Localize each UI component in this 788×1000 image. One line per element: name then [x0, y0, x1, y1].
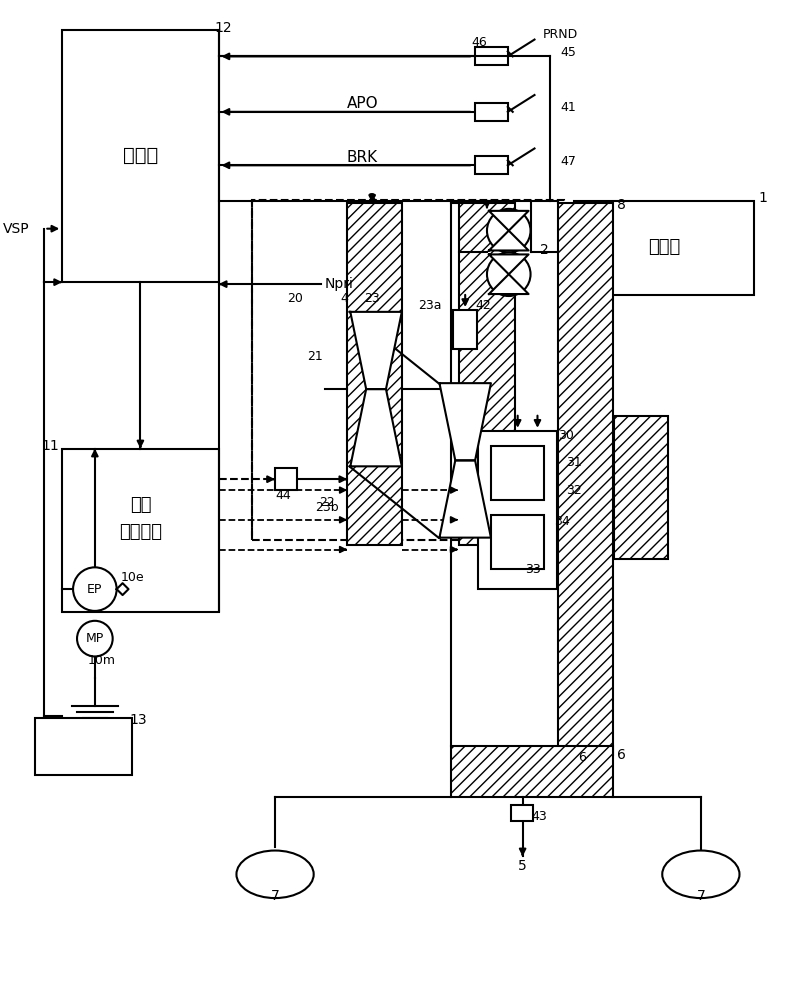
- Polygon shape: [351, 312, 402, 389]
- Text: 2: 2: [540, 243, 548, 257]
- Text: 46: 46: [471, 36, 487, 49]
- Bar: [478, 431, 557, 589]
- Text: VSP: VSP: [3, 222, 29, 236]
- Text: 31: 31: [567, 456, 582, 469]
- Text: 43: 43: [532, 810, 548, 823]
- Text: 6: 6: [617, 748, 626, 762]
- Circle shape: [73, 567, 117, 611]
- Bar: [558, 203, 613, 755]
- Text: 30: 30: [558, 429, 574, 442]
- Text: 20: 20: [287, 292, 303, 305]
- Text: 控制器: 控制器: [123, 146, 158, 165]
- Polygon shape: [489, 274, 529, 294]
- Text: 1: 1: [759, 191, 768, 205]
- Bar: [491, 446, 545, 500]
- Polygon shape: [489, 254, 529, 274]
- Bar: [452, 746, 613, 797]
- Text: 3: 3: [368, 192, 377, 206]
- Text: 21: 21: [307, 350, 322, 363]
- Bar: [475, 103, 507, 121]
- Bar: [453, 310, 477, 349]
- Text: 23a: 23a: [418, 299, 441, 312]
- Text: 33: 33: [525, 563, 541, 576]
- Text: 4: 4: [340, 292, 348, 305]
- Polygon shape: [440, 460, 491, 538]
- Text: 32: 32: [567, 484, 582, 497]
- Bar: [252, 200, 564, 540]
- Text: 7: 7: [697, 889, 705, 903]
- Polygon shape: [440, 383, 491, 460]
- Text: 44: 44: [275, 489, 291, 502]
- Text: 41: 41: [560, 101, 576, 114]
- Text: EP: EP: [87, 583, 102, 596]
- Bar: [574, 201, 754, 295]
- Polygon shape: [489, 231, 529, 250]
- Circle shape: [487, 209, 530, 252]
- Polygon shape: [351, 389, 402, 466]
- Text: 23b: 23b: [314, 501, 338, 514]
- Circle shape: [77, 621, 113, 656]
- Text: 34: 34: [554, 515, 570, 528]
- Text: 控制回路: 控制回路: [119, 523, 162, 541]
- Text: 发动机: 发动机: [648, 238, 680, 256]
- Text: 47: 47: [560, 155, 576, 168]
- Text: 油压: 油压: [130, 496, 151, 514]
- Bar: [62, 30, 218, 282]
- Text: MP: MP: [86, 632, 104, 645]
- Bar: [348, 203, 402, 545]
- Text: Npri: Npri: [325, 277, 354, 291]
- Circle shape: [487, 252, 530, 296]
- Bar: [614, 416, 668, 559]
- Text: 23: 23: [364, 292, 380, 305]
- Text: 10m: 10m: [87, 654, 116, 667]
- Bar: [475, 156, 507, 174]
- Ellipse shape: [662, 851, 739, 898]
- Text: 42: 42: [475, 299, 491, 312]
- Text: 13: 13: [129, 713, 147, 727]
- Bar: [62, 449, 218, 612]
- Text: APO: APO: [347, 96, 378, 111]
- Bar: [35, 718, 132, 775]
- Polygon shape: [117, 583, 128, 595]
- Ellipse shape: [236, 851, 314, 898]
- Bar: [275, 468, 297, 490]
- Bar: [511, 805, 533, 821]
- Text: BRK: BRK: [347, 150, 377, 165]
- Bar: [459, 203, 515, 545]
- Text: 8: 8: [617, 198, 626, 212]
- Bar: [475, 47, 507, 65]
- Text: 12: 12: [215, 21, 232, 35]
- Text: 5: 5: [519, 859, 527, 873]
- Text: 11: 11: [42, 439, 59, 453]
- Text: 45: 45: [560, 46, 576, 59]
- Polygon shape: [489, 211, 529, 231]
- Bar: [491, 515, 545, 569]
- Text: 7: 7: [271, 889, 280, 903]
- Text: 10e: 10e: [121, 571, 144, 584]
- Text: PRND: PRND: [542, 28, 578, 41]
- Text: 22: 22: [318, 496, 334, 509]
- Text: 6: 6: [578, 751, 586, 764]
